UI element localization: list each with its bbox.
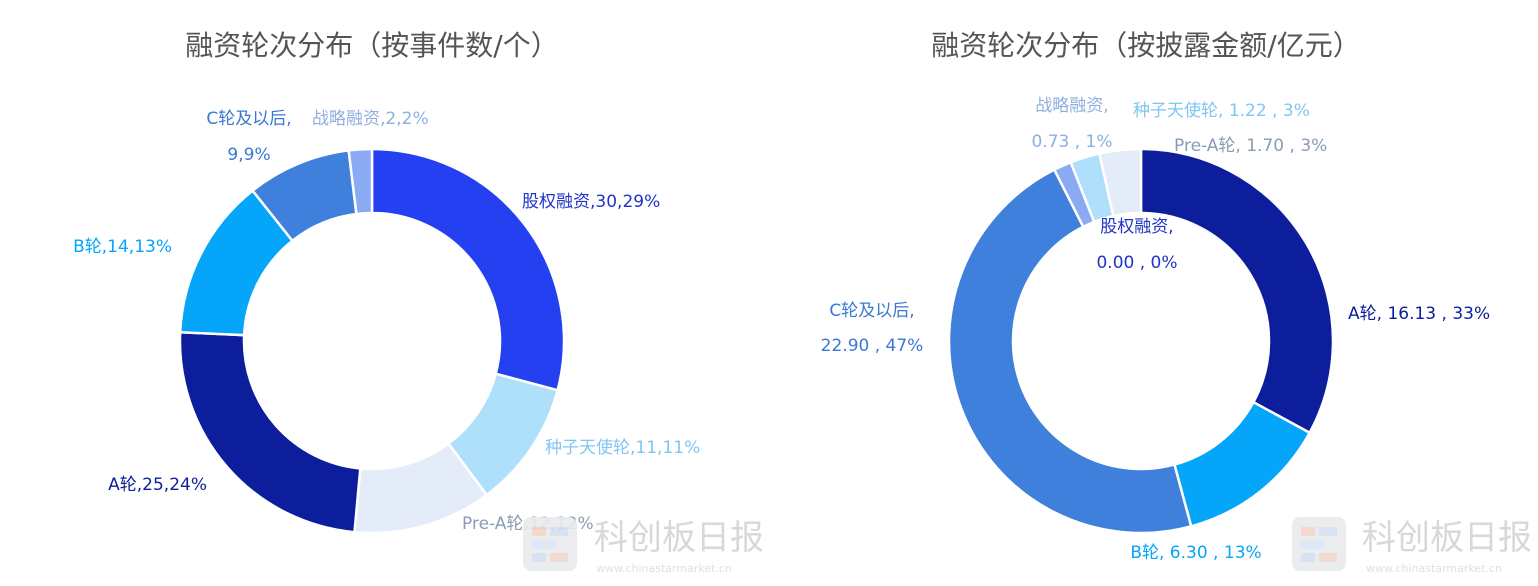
data-label: C轮及以后, [206,109,291,129]
donut-chart-events [178,147,566,535]
donut-slice [1139,147,1335,435]
donut-slice [1097,147,1143,218]
data-label: 股权融资, [1100,217,1173,237]
data-label: C轮及以后, [829,301,914,321]
donut-slice [370,147,566,392]
data-label: Pre-A轮, 1.70 , 3% [1174,136,1327,156]
data-label: A轮,25,24% [108,475,207,495]
donut-slice [347,147,374,216]
data-label: 22.90 , 47% [821,336,924,356]
watermark-logo-icon [1292,517,1346,571]
chart-title-events: 融资轮次分布（按事件数/个） [185,29,558,62]
data-label: 战略融资,2,2% [312,109,429,129]
watermark-logo-icon [523,517,577,571]
watermark-brand: 科创板日报 [1362,518,1532,558]
data-label: B轮,14,13% [73,237,172,257]
data-label: 战略融资, [1035,96,1108,116]
data-label: 0.00 , 0% [1096,253,1177,273]
watermark-url: www.chinastarmarket.cn [1366,562,1502,575]
data-label: 种子天使轮, 1.22 , 3% [1133,100,1310,121]
watermark-right: 科创板日报 www.chinastarmarket.cn [1292,517,1532,575]
chart-title-amount: 融资轮次分布（按披露金额/亿元） [931,29,1360,62]
data-label: 股权融资,30,29% [522,192,660,212]
watermark-url: www.chinastarmarket.cn [596,562,732,575]
data-label: 9,9% [227,145,270,165]
data-label: 种子天使轮,11,11% [545,437,700,458]
donut-slice [1172,400,1312,528]
data-labels-amount: 股权融资, 0.00 , 0% A轮, 16.13 , 33% B轮, 6.30… [821,96,1490,563]
data-label: 0.73 , 1% [1031,132,1112,152]
data-label: B轮, 6.30 , 13% [1130,543,1261,563]
watermark-brand: 科创板日报 [594,518,764,558]
data-label: A轮, 16.13 , 33% [1348,304,1490,324]
donut-slice [947,167,1193,535]
watermark-left: 科创板日报 www.chinastarmarket.cn [523,517,764,575]
donut-slice [178,330,362,534]
donut-chart-amount [947,147,1335,535]
